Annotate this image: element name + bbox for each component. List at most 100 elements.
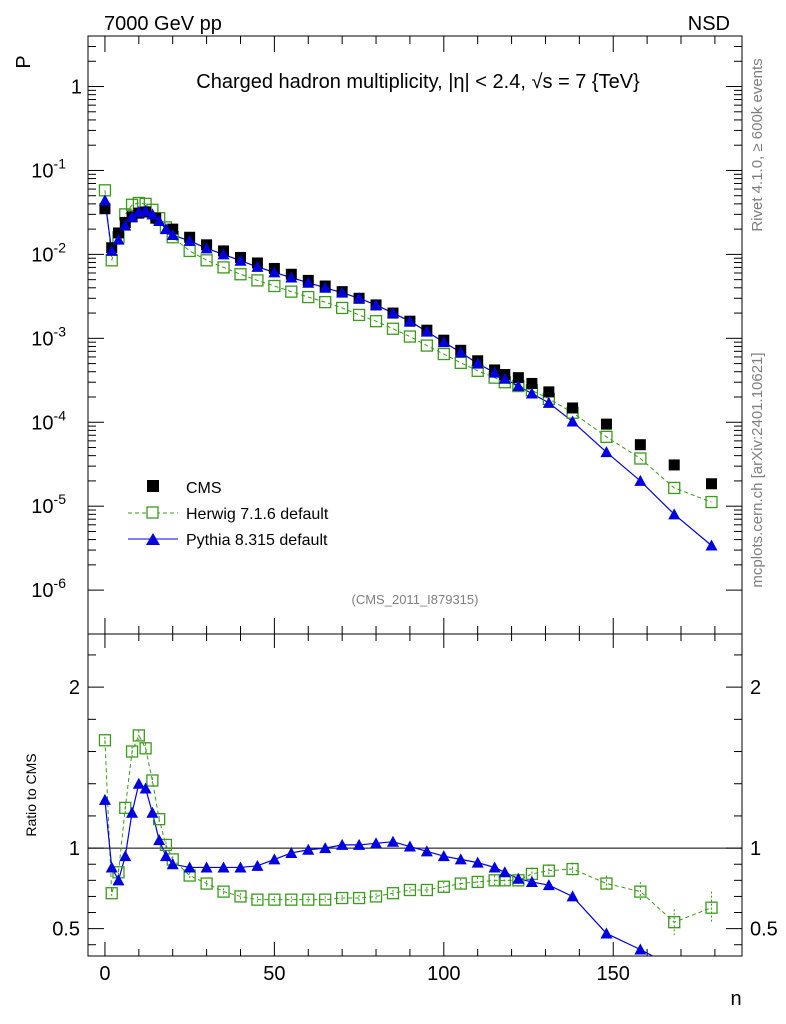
pythia-point (146, 208, 159, 220)
herwig-point (352, 308, 366, 322)
pythia-point (498, 372, 511, 384)
pythia-ratio-point (706, 974, 718, 985)
pythia-ratio-point (183, 861, 196, 873)
pythia-ratio-line (104, 782, 654, 956)
pythia-ratio-point (234, 861, 247, 873)
pythia-point (105, 244, 118, 256)
main-y-tick-label: 10-4 (31, 407, 66, 434)
herwig-point (302, 290, 315, 304)
main-ylabel: P (13, 55, 35, 68)
herwig-ratio-point (542, 864, 555, 877)
pythia-point (454, 346, 467, 358)
herwig-ratio-point (105, 887, 118, 900)
main-series (98, 184, 718, 551)
cms-point (112, 227, 124, 239)
herwig-ratio-point (200, 877, 213, 890)
herwig-ratio-point (403, 883, 417, 897)
herwig-point (600, 430, 613, 444)
pythia-point (302, 276, 315, 288)
pythia-ratio-point (454, 853, 467, 865)
pythia-point (420, 325, 433, 337)
pythia-point (200, 242, 213, 254)
pythia-ratio-point (319, 842, 332, 854)
pythia-point (98, 194, 111, 206)
herwig-ratio-point (705, 901, 718, 914)
herwig-ratio-point (119, 801, 132, 815)
analysis-label: (CMS_2011_I879315) (352, 592, 479, 607)
herwig-point (454, 356, 467, 370)
ratio-x-tick-label: 100 (427, 963, 460, 985)
cms-point (706, 478, 718, 490)
legend-herwig-label: Herwig 7.1.6 default (186, 506, 329, 523)
pythia-ratio-point (217, 861, 230, 873)
herwig-point (268, 279, 281, 293)
herwig-point (668, 481, 681, 495)
pythia-point (153, 214, 166, 226)
herwig-point (200, 254, 213, 267)
mcplots-label: mcplots.cern.ch [arXiv:2401.10621] (749, 352, 766, 587)
pythia-point (634, 474, 647, 486)
herwig-ratio-point (335, 891, 349, 905)
pythia-ratio-point (146, 806, 159, 818)
pythia-point (488, 366, 501, 378)
herwig-line (104, 190, 712, 503)
herwig-point (319, 295, 332, 309)
pythia-point (139, 204, 152, 216)
pythia-ratio-point (566, 890, 579, 902)
herwig-ratio-point (488, 874, 501, 887)
cms-point (526, 377, 538, 389)
main-y-tick-label: 10-6 (31, 575, 66, 602)
pythia-ratio-point (353, 838, 366, 850)
pythia-ratio-point (200, 861, 213, 873)
herwig-point (437, 347, 450, 361)
pythia-ratio-point (403, 840, 416, 852)
cms-point (543, 386, 555, 398)
herwig-ratio-point (471, 875, 484, 889)
pythia-point (370, 298, 383, 310)
herwig-ratio-point (285, 893, 298, 906)
herwig-ratio-point (352, 891, 366, 905)
pythia-ratio-point (105, 861, 118, 873)
main-y-tick-label: 10-2 (31, 239, 66, 266)
pythia-ratio-point (153, 834, 166, 846)
ratio-y-tick-label: 0.5 (52, 919, 80, 941)
legend-pythia-label: Pythia 8.315 default (186, 532, 328, 549)
pythia-ratio-point (525, 875, 538, 887)
pythia-point (600, 446, 613, 458)
pythia-point (159, 223, 172, 235)
herwig-ratio-point (437, 880, 450, 893)
herwig-point (335, 301, 349, 315)
pythia-point (183, 234, 196, 246)
legend-cms-marker (147, 480, 159, 492)
ratio-panel-frame (87, 633, 743, 957)
herwig-point (285, 285, 298, 298)
rivet-version-label: Rivet 4.1.0, ≥ 600k events (749, 58, 766, 231)
pythia-point (471, 357, 484, 369)
ratio-x-tick-label: 150 (597, 963, 630, 985)
herwig-ratio-point (302, 893, 315, 906)
pythia-ratio-point (139, 782, 152, 794)
cms-point (99, 203, 111, 215)
pythia-ratio-point (370, 837, 383, 849)
pythia-point (319, 281, 332, 293)
pythia-ratio-point (285, 846, 298, 858)
pythia-ratio-point (668, 961, 680, 972)
pythia-ratio-point (498, 866, 511, 878)
cms-point (668, 459, 680, 471)
herwig-point (369, 315, 383, 328)
herwig-point (634, 452, 647, 465)
ratio-y-tick-label-right: 1 (750, 838, 761, 860)
ratio-x-tick-label: 0 (99, 963, 110, 985)
herwig-ratio-point (217, 885, 230, 898)
ratio-clipped-group (98, 729, 718, 985)
herwig-ratio-point (454, 877, 467, 890)
pythia-ratio-point (634, 943, 647, 955)
pythia-ratio-point (386, 835, 399, 847)
pythia-ratio-point (600, 927, 613, 939)
pythia-point (336, 286, 349, 298)
main-axes: 1 10-1 10-2 10-3 10-4 10-5 10-6 (31, 35, 742, 634)
legend-pythia-marker (146, 533, 160, 545)
pythia-point (166, 229, 179, 241)
pythia-ratio-point (302, 843, 315, 855)
